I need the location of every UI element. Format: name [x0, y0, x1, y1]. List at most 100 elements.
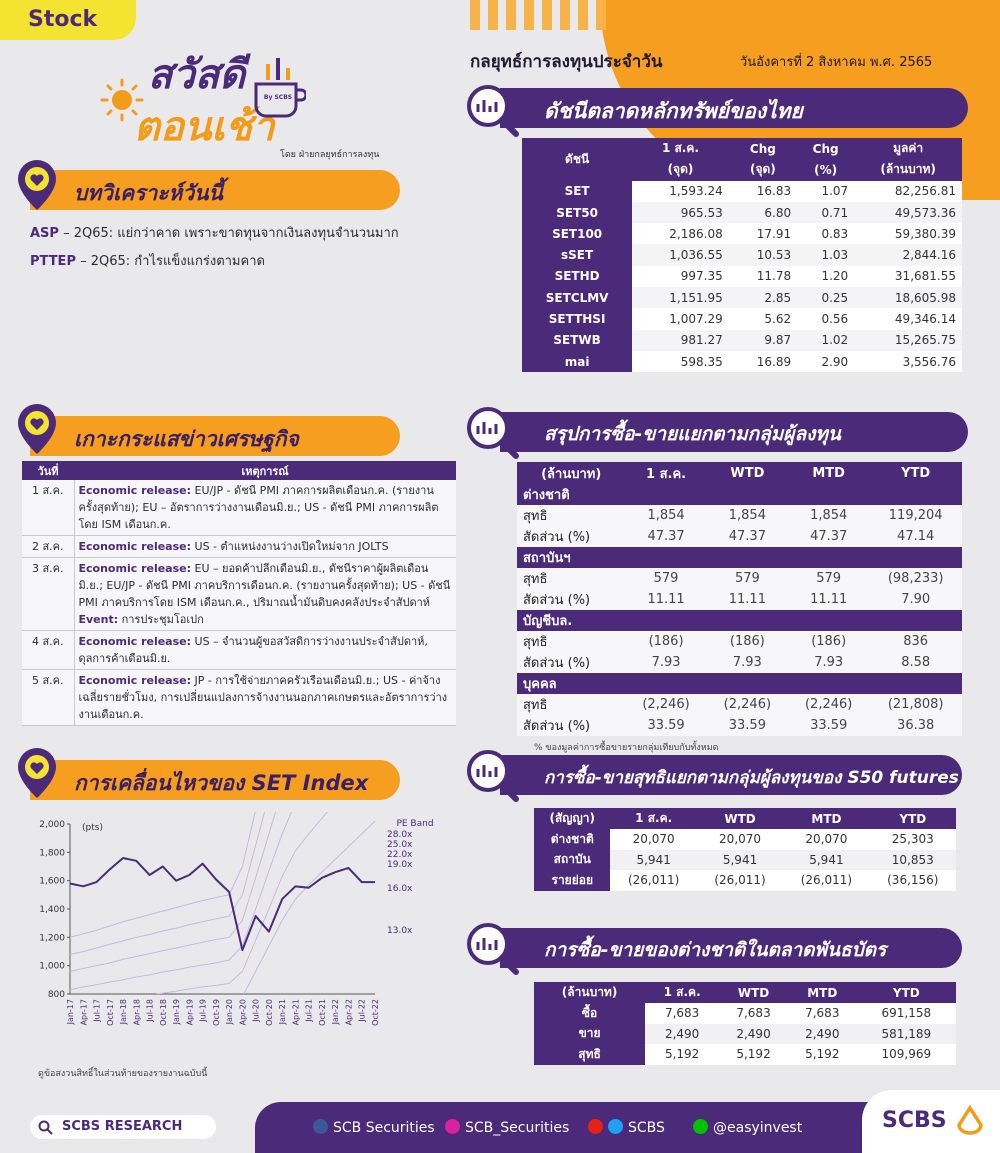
index-value: 2,844.16	[854, 244, 962, 266]
index-value: 981.27	[632, 329, 729, 351]
cell-value: (186)	[625, 631, 707, 652]
col-header: ดัชนี	[522, 138, 633, 181]
col-header: (สัญญา)	[534, 808, 611, 829]
table-row: SETTHSI 1,007.29 5.62 0.56 49,346.14	[522, 308, 962, 330]
index-value: 49,573.36	[854, 201, 962, 224]
index-value: 1.07	[797, 180, 855, 202]
scbs-bell-icon	[957, 1105, 983, 1135]
index-value: 9.87	[728, 329, 798, 351]
index-value: 49,346.14	[854, 308, 962, 330]
row-label: สัดส่วน (%)	[517, 589, 626, 610]
pe-band-value: 16.0x	[387, 884, 413, 894]
event-label: Economic release:	[78, 562, 192, 575]
row-label: สุทธิ	[517, 568, 626, 589]
x-tick-label: Apr-17	[79, 999, 88, 1025]
x-tick-label: Apr-18	[132, 999, 141, 1025]
cell-value: 7.93	[706, 652, 789, 673]
pe-band-value: 22.0x	[387, 850, 413, 860]
x-tick-label: Jan-18	[119, 999, 128, 1025]
pe-band-line	[243, 820, 376, 994]
cell-value: (2,246)	[625, 694, 707, 715]
cell-value: 1,854	[625, 505, 707, 526]
col-header: WTD	[706, 462, 789, 484]
disclaimer-note: ดูข้อสงวนสิทธิ์ในส่วนท้ายของรายงานฉบับนี…	[38, 1069, 208, 1079]
bonds-section-title: การซื้อ-ขายของต่างชาติในตลาดพันธบัตร	[500, 928, 962, 968]
table-row: สถาบัน 5,941 5,941 5,941 10,853	[534, 849, 956, 870]
stock-tag: Stock	[0, 0, 136, 40]
event-detail: US - ตำแหน่งงานว่างเปิดใหม่จาก JOLTS	[191, 540, 389, 553]
event-line: Economic release: US – จำนวนผู้ขอสวัสดิก…	[79, 633, 453, 667]
instagram-link[interactable]: SCB_Securities	[445, 1119, 569, 1136]
youtube-icon	[588, 1119, 603, 1134]
index-name: SET50	[522, 201, 633, 224]
scbs-research-badge[interactable]: SCBS RESEARCH	[30, 1115, 216, 1139]
event-detail: การประชุมโอเปก	[118, 613, 204, 626]
x-tick-label: Apr-21	[291, 999, 300, 1025]
index-value: 15,265.75	[854, 329, 962, 351]
line-link[interactable]: @easyinvest	[693, 1119, 802, 1136]
index-value: 1,593.24	[632, 180, 729, 202]
index-value: 82,256.81	[854, 180, 962, 202]
col-header: เหตุการณ์	[74, 461, 456, 480]
table-row: สุทธิ 579 579 579 (98,233)	[517, 568, 962, 589]
event-date: 3 ส.ค.	[22, 557, 75, 631]
event-text: Economic release: US – จำนวนผู้ขอสวัสดิก…	[74, 630, 456, 670]
table-row: 3 ส.ค. Economic release: EU – ยอดค้าปลีกเ…	[22, 557, 456, 631]
col-subheader: (จุด)	[728, 159, 798, 181]
table-row: สุทธิ 5,192 5,192 5,192 109,969	[534, 1044, 956, 1065]
pe-band-line	[70, 812, 277, 972]
cell-value: (36,156)	[869, 870, 956, 891]
y-tick-label: 1,800	[39, 848, 65, 858]
index-value: 31,681.55	[854, 265, 962, 288]
cell-value: (26,011)	[610, 870, 697, 891]
cell-value: 1,854	[706, 505, 789, 526]
cell-value: (186)	[706, 631, 789, 652]
cell-value: 5,941	[696, 849, 784, 870]
index-value: 16.89	[728, 350, 798, 373]
youtube-twitter-link[interactable]: SCBS	[588, 1119, 665, 1136]
table-row: SET50 965.53 6.80 0.71 49,573.36	[522, 201, 962, 224]
analysis-item-asp[interactable]: ASP – 2Q65: แย่กว่าคาด เพราะขาดทุนจากเงิ…	[30, 222, 399, 243]
futures-section-title: การซื้อ-ขายสุทธิแยกตามกลุ่มผู้ลงทุนของ S…	[500, 755, 962, 795]
pe-band-value: 25.0x	[387, 840, 413, 850]
col-header: 1 ส.ค.	[610, 808, 697, 829]
pe-band-value: 28.0x	[387, 830, 413, 840]
twitter-icon	[608, 1119, 623, 1134]
index-value: 5.62	[728, 308, 798, 330]
pe-band-line	[70, 812, 256, 938]
cell-value: (21,808)	[869, 694, 962, 715]
col-header: YTD	[856, 982, 956, 1003]
index-value: 1.03	[797, 244, 855, 266]
index-table: ดัชนี 1 ส.ค. Chg Chg มูลค่า (จุด) (จุด) …	[522, 138, 962, 373]
facebook-link[interactable]: SCB Securities	[313, 1119, 435, 1136]
event-detail: EU – ยอดค้าปลีกเดือนมิ.ย., ดัชนีราคาผู้ผ…	[78, 562, 451, 609]
cell-value: 36.38	[869, 715, 962, 736]
cell-value: 1,854	[788, 505, 870, 526]
cell-value: 11.11	[706, 589, 789, 610]
logo-by: By SCBS	[263, 94, 293, 101]
group-row: ต่างชาติ	[517, 484, 962, 505]
row-label: ต่างชาติ	[534, 829, 611, 850]
analysis-title: บทวิเคราะห์วันนี้	[30, 170, 400, 210]
index-name: mai	[522, 350, 633, 373]
x-tick-label: Jul-18	[146, 999, 155, 1023]
group-row: บัญชีบล.	[517, 610, 962, 631]
row-label: สุทธิ	[517, 631, 626, 652]
cell-value: 836	[869, 631, 962, 652]
col-header: (ล้านบาท)	[534, 982, 646, 1003]
analysis-item-pttep[interactable]: PTTEP – 2Q65: กำไรแข็งแกร่งตามคาด	[30, 250, 265, 271]
x-tick-label: Jan-20	[225, 999, 234, 1025]
instagram-label: SCB_Securities	[465, 1120, 570, 1136]
table-row: ซื้อ 7,683 7,683 7,683 691,158	[534, 1003, 956, 1024]
cell-value: 119,204	[869, 505, 962, 526]
col-subheader: (จุด)	[632, 159, 729, 181]
cell-value: 33.59	[706, 715, 789, 736]
cell-value: (186)	[788, 631, 870, 652]
y-tick-label: 1,600	[39, 877, 65, 887]
index-value: 0.56	[797, 308, 855, 330]
cell-value: 5,941	[610, 849, 697, 870]
row-label: สถาบัน	[534, 849, 611, 870]
index-value: 1.02	[797, 329, 855, 351]
magnifier-chart-icon	[467, 750, 519, 802]
y-tick-label: 2,000	[39, 820, 65, 830]
